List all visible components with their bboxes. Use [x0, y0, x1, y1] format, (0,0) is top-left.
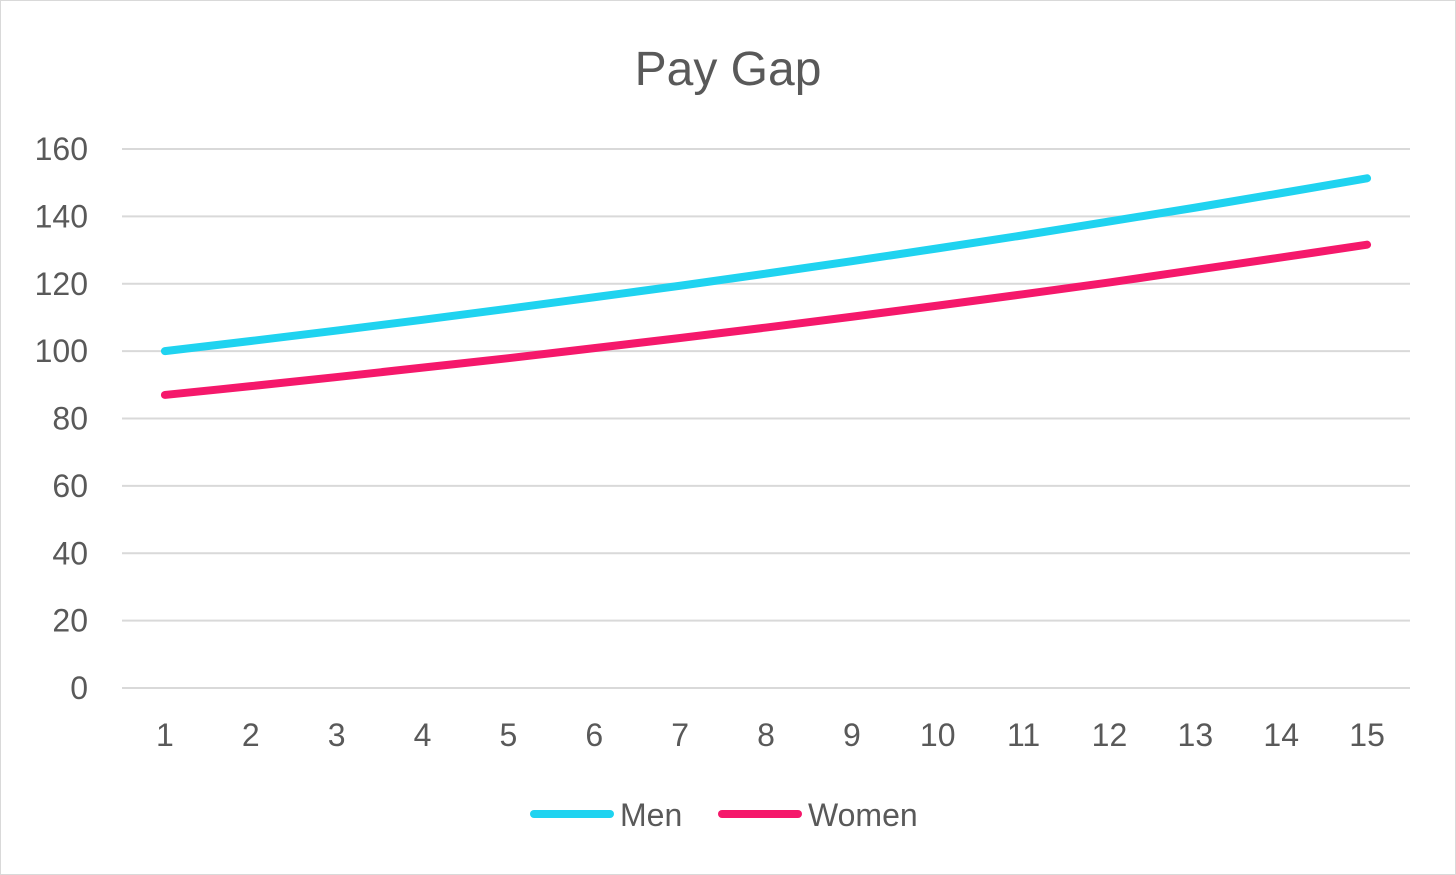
- x-axis-ticks: 1 2 3 4 5 6 7 8 9 10 11 12 13 14 15: [156, 717, 1385, 753]
- x-tick-label: 14: [1263, 717, 1299, 753]
- x-tick-label: 15: [1349, 717, 1385, 753]
- legend-label-women: Women: [808, 797, 918, 833]
- y-tick-label: 20: [52, 603, 88, 639]
- y-tick-label: 0: [70, 670, 88, 706]
- y-tick-label: 100: [35, 333, 88, 369]
- x-tick-label: 8: [757, 717, 775, 753]
- legend-label-men: Men: [620, 797, 682, 833]
- x-tick-label: 7: [671, 717, 689, 753]
- y-tick-label: 120: [35, 266, 88, 302]
- x-tick-label: 11: [1007, 717, 1040, 753]
- series-line-men: [160, 174, 1372, 356]
- y-tick-label: 40: [52, 535, 88, 571]
- y-axis-ticks: 0 20 40 60 80 100 120 140 160: [35, 131, 88, 706]
- y-tick-label: 80: [52, 401, 88, 437]
- y-tick-label: 60: [52, 468, 88, 504]
- x-tick-label: 6: [585, 717, 603, 753]
- series-line-women: [160, 240, 1372, 399]
- x-tick-label: 13: [1178, 717, 1214, 753]
- y-tick-label: 140: [35, 198, 88, 234]
- series-lines: [160, 174, 1372, 399]
- legend: Men Women: [530, 797, 918, 833]
- x-tick-label: 2: [242, 717, 260, 753]
- x-tick-label: 5: [500, 717, 518, 753]
- x-tick-label: 1: [156, 717, 174, 753]
- x-tick-label: 12: [1092, 717, 1128, 753]
- y-tick-label: 160: [35, 131, 88, 167]
- x-tick-label: 4: [414, 717, 432, 753]
- chart-title: Pay Gap: [635, 43, 822, 96]
- x-tick-label: 10: [920, 717, 956, 753]
- x-tick-label: 9: [843, 717, 861, 753]
- gridlines: [122, 148, 1410, 689]
- x-tick-label: 3: [328, 717, 346, 753]
